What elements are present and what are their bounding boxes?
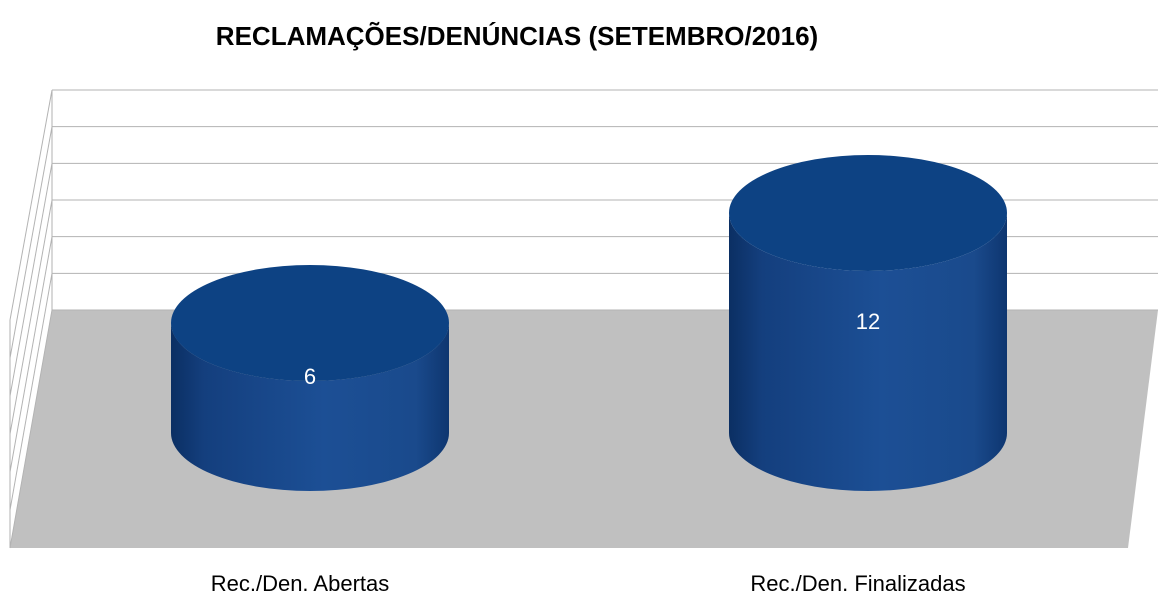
cylinder-top (729, 155, 1007, 271)
side-grid-line (9, 126, 53, 359)
cylinder-top (171, 265, 449, 381)
data-label: 12 (856, 309, 880, 334)
cylinder-body (171, 323, 449, 491)
side-grid-line (9, 89, 53, 321)
side-grid-line (9, 199, 53, 435)
side-grid-line (9, 273, 53, 511)
side-grid-line (9, 163, 53, 397)
side-grid-line (9, 309, 53, 549)
data-label: 6 (304, 364, 316, 389)
side-grid-line (9, 236, 53, 473)
x-tick-label: Rec./Den. Finalizadas (750, 571, 965, 596)
cylinder-body (729, 213, 1007, 491)
x-tick-label: Rec./Den. Abertas (211, 571, 390, 596)
chart-title: RECLAMAÇÕES/DENÚNCIAS (SETEMBRO/2016) (216, 21, 818, 51)
